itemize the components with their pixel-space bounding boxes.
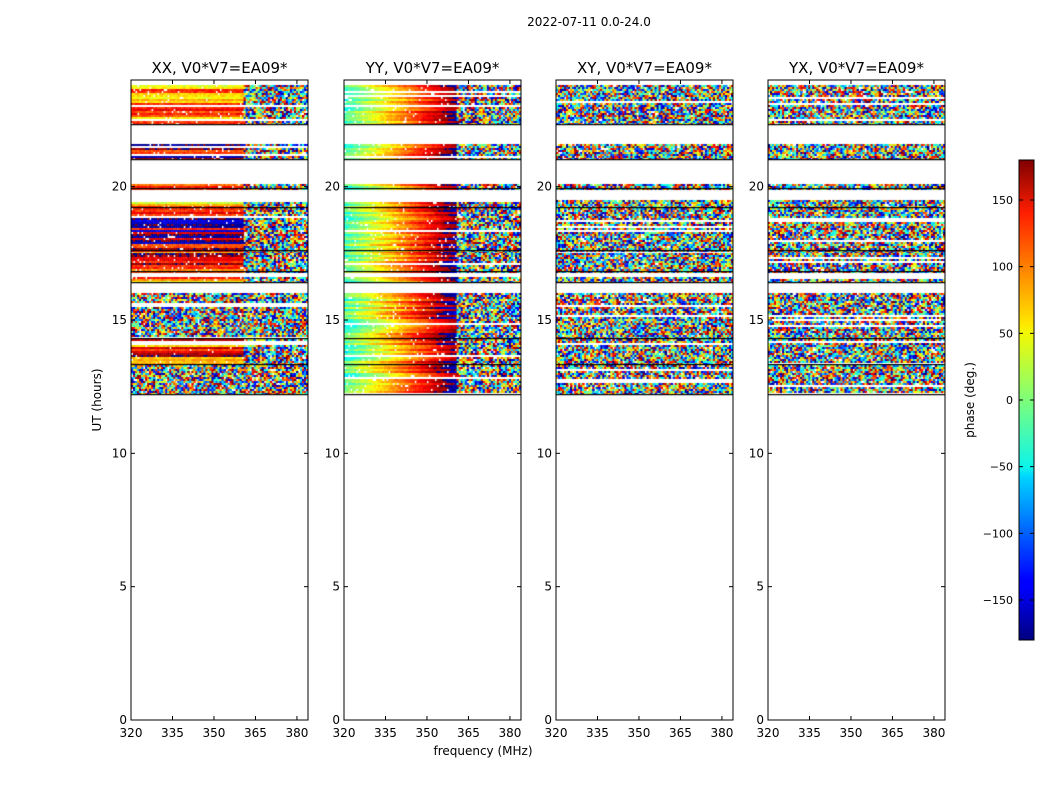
y-tick-label: 0 — [544, 713, 552, 727]
panel-title: YY, V0*V7=EA09* — [365, 59, 500, 77]
phase-image — [344, 80, 521, 720]
y-tick-label: 0 — [119, 713, 127, 727]
y-tick-label: 5 — [119, 580, 127, 594]
y-tick-label: 0 — [332, 713, 340, 727]
colorbar-tick-label: 0 — [1006, 394, 1013, 407]
x-axis-label: frequency (MHz) — [433, 744, 532, 758]
colorbar: 150 100 50 0 −50 −100 −150 phase (deg.) — [963, 159, 1035, 641]
panels: XX, V0*V7=EA09*320 335 350 365 38005101520YY… — [112, 59, 946, 740]
panel-xx: XX, V0*V7=EA09* 320 335 350 365 380 0 5 10 15 20 — [112, 59, 309, 740]
x-tick-label: 380 — [710, 726, 733, 740]
x-tick-label: 335 — [161, 726, 184, 740]
colorbar-tick-label: −50 — [990, 461, 1013, 474]
panel-title: XY, V0*V7=EA09* — [577, 59, 712, 77]
x-tick-label: 335 — [586, 726, 609, 740]
y-tick-label: 15 — [325, 313, 340, 327]
colorbar-tick-label: 50 — [999, 327, 1013, 340]
colorbar-label: phase (deg.) — [963, 362, 977, 438]
y-tick-label: 10 — [325, 446, 340, 460]
y-tick-label: 5 — [332, 580, 340, 594]
x-tick-label: 320 — [545, 726, 568, 740]
x-tick-label: 350 — [628, 726, 651, 740]
x-tick-label: 380 — [498, 726, 521, 740]
colorbar-tick-label: 100 — [992, 261, 1013, 274]
x-tick-label: 320 — [120, 726, 143, 740]
plot-frame — [767, 79, 946, 721]
phase-image — [131, 80, 308, 720]
y-tick-label: 15 — [112, 313, 127, 327]
colorbar-tick-label: −100 — [983, 527, 1013, 540]
x-tick-label: 365 — [457, 726, 480, 740]
y-tick-label: 0 — [756, 713, 764, 727]
x-tick-label: 365 — [881, 726, 904, 740]
y-tick-label: 10 — [749, 446, 764, 460]
x-tick-label: 335 — [798, 726, 821, 740]
y-tick-label: 5 — [544, 580, 552, 594]
colorbar-ticks: 150 100 50 0 −50 −100 −150 — [983, 194, 1034, 607]
x-tick-label: 335 — [374, 726, 397, 740]
x-tick-label: 350 — [416, 726, 439, 740]
panel-title: XX, V0*V7=EA09* — [151, 59, 288, 77]
y-tick-label: 20 — [325, 180, 340, 194]
y-tick-label: 15 — [537, 313, 552, 327]
y-tick-label: 10 — [537, 446, 552, 460]
x-tick-label: 320 — [757, 726, 780, 740]
x-tick-label: 350 — [203, 726, 226, 740]
y-tick-label: 10 — [112, 446, 127, 460]
figure-title: 2022-07-11 0.0-24.0 — [527, 15, 651, 29]
x-tick-label: 380 — [285, 726, 308, 740]
y-tick-label: 15 — [749, 313, 764, 327]
y-tick-label: 20 — [749, 180, 764, 194]
y-axis-label: UT (hours) — [90, 368, 104, 431]
y-tick-label: 20 — [112, 180, 127, 194]
panel-title: YX, V0*V7=EA09* — [788, 59, 924, 77]
plot-frame — [130, 79, 309, 721]
panel-yx: YX, V0*V7=EA09* 320 335 350 365 380 0 5 10 15 20 — [749, 59, 946, 740]
x-tick-label: 365 — [244, 726, 267, 740]
plot-frame — [343, 79, 522, 721]
colorbar-tick-label: −150 — [983, 594, 1013, 607]
phase-image — [768, 80, 945, 720]
panel-xy: XY, V0*V7=EA09* 320 335 350 365 380 0 5 10 15 20 — [537, 59, 734, 740]
plot-frame — [555, 79, 734, 721]
y-tick-label: 20 — [537, 180, 552, 194]
x-tick-label: 380 — [922, 726, 945, 740]
panel-yy: YY, V0*V7=EA09* 320 335 350 365 380 0 5 10 15 20 — [325, 59, 522, 740]
phase-image — [556, 80, 733, 720]
x-tick-label: 365 — [669, 726, 692, 740]
y-tick-label: 5 — [756, 580, 764, 594]
x-tick-label: 320 — [333, 726, 356, 740]
colorbar-tick-label: 150 — [992, 194, 1013, 207]
x-tick-label: 350 — [840, 726, 863, 740]
